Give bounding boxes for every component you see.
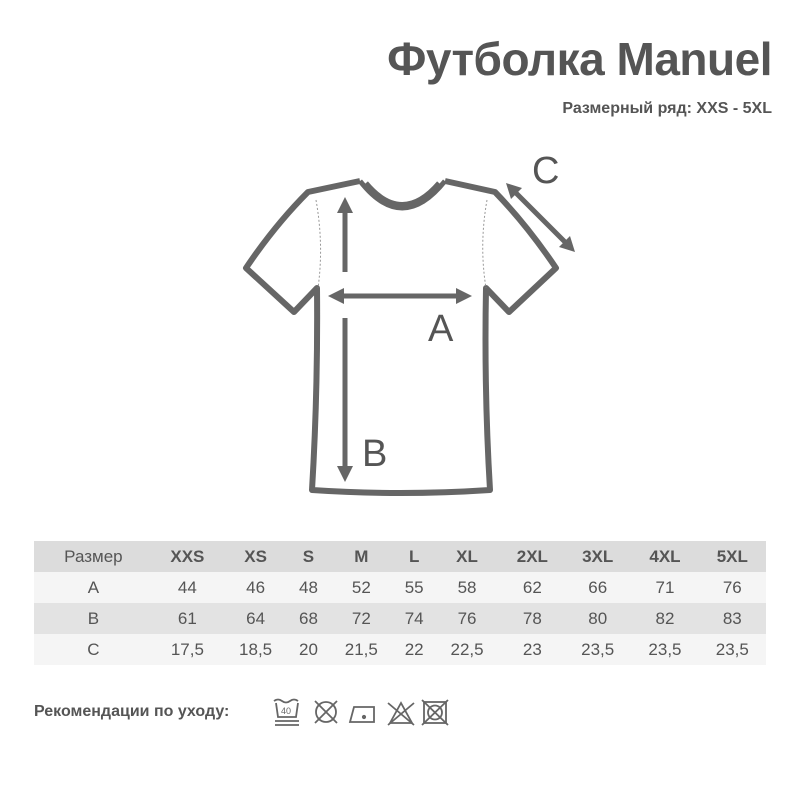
cell: 61 (152, 603, 222, 634)
cell: 48 (289, 572, 328, 603)
cell: 82 (631, 603, 699, 634)
care-icons: 40 (273, 698, 449, 726)
label-b: B (362, 433, 387, 475)
cell: 22 (394, 634, 434, 665)
row-label: B (34, 603, 153, 634)
header-cell: XS (221, 541, 290, 572)
table-row: C 17,5 18,5 20 21,5 22 22,5 23 23,5 23,5… (34, 634, 766, 665)
page-title: Футболка Manuel (387, 33, 772, 85)
row-label: C (34, 634, 153, 665)
no-bleach-icon (387, 701, 415, 726)
label-a: A (428, 308, 454, 350)
header-cell: 2XL (500, 541, 565, 572)
svg-text:40: 40 (281, 706, 291, 716)
tshirt-collar (358, 179, 447, 211)
wash-40-icon: 40 (273, 698, 299, 726)
cell: 21,5 (327, 634, 395, 665)
no-tumble-dry-icon (421, 699, 449, 726)
cell: 20 (289, 634, 328, 665)
cell: 52 (327, 572, 395, 603)
cell: 23,5 (564, 634, 632, 665)
tshirt-outline (243, 178, 559, 496)
cell: 62 (500, 572, 565, 603)
header-cell: XXS (152, 541, 222, 572)
cell: 66 (564, 572, 632, 603)
table-row: A 44 46 48 52 55 58 62 66 71 76 (34, 572, 766, 603)
cell: 17,5 (152, 634, 222, 665)
header-cell: 5XL (698, 541, 766, 572)
header-cell: Размер (34, 541, 153, 572)
header-cell: M (327, 541, 395, 572)
cell: 78 (500, 603, 565, 634)
cell: 72 (327, 603, 395, 634)
cell: 76 (433, 603, 501, 634)
cell: 76 (698, 572, 766, 603)
no-dry-clean-icon (314, 700, 338, 724)
label-c: C (532, 150, 559, 192)
tshirt-diagram: A B C (243, 150, 575, 496)
cell: 22,5 (433, 634, 501, 665)
header-cell: S (289, 541, 328, 572)
cell: 44 (152, 572, 222, 603)
header-cell: XL (433, 541, 501, 572)
header-cell: 4XL (631, 541, 699, 572)
size-table: Размер XXS XS S M L XL 2XL 3XL 4XL 5XL A… (34, 541, 766, 665)
cell: 64 (221, 603, 290, 634)
cell: 74 (394, 603, 434, 634)
care-label: Рекомендации по уходу: (34, 703, 230, 720)
cell: 68 (289, 603, 328, 634)
cell: 46 (221, 572, 290, 603)
cell: 55 (394, 572, 434, 603)
table-header-row: Размер XXS XS S M L XL 2XL 3XL 4XL 5XL (34, 541, 766, 572)
cell: 83 (698, 603, 766, 634)
iron-low-icon (348, 706, 375, 723)
header-cell: 3XL (564, 541, 632, 572)
cell: 80 (564, 603, 632, 634)
table-row: B 61 64 68 72 74 76 78 80 82 83 (34, 603, 766, 634)
header-cell: L (394, 541, 434, 572)
cell: 18,5 (221, 634, 290, 665)
cell: 23,5 (698, 634, 766, 665)
cell: 58 (433, 572, 501, 603)
cell: 71 (631, 572, 699, 603)
row-label: A (34, 572, 153, 603)
cell: 23 (500, 634, 565, 665)
cell: 23,5 (631, 634, 699, 665)
size-range: Размерный ряд: XXS - 5XL (562, 100, 772, 117)
